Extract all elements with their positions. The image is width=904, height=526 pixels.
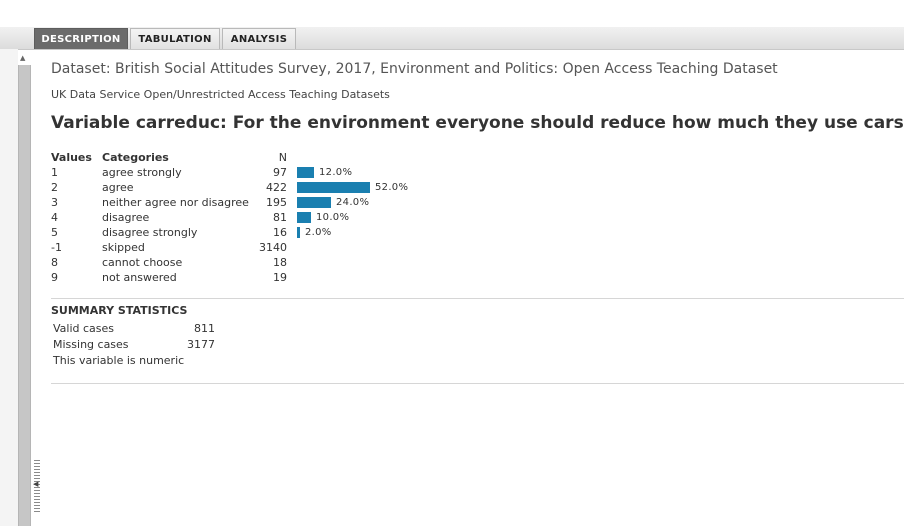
percentage-label: 24.0% xyxy=(336,197,370,208)
missing-cases-label: Missing cases xyxy=(53,338,129,351)
category-value: 1 xyxy=(51,166,58,179)
category-label: agree xyxy=(102,181,134,194)
scroll-up-arrow-icon[interactable]: ▲ xyxy=(20,54,26,62)
category-label: disagree strongly xyxy=(102,226,198,239)
category-count: 422 xyxy=(266,181,287,194)
category-label: disagree xyxy=(102,211,150,224)
divider xyxy=(51,298,904,299)
splitter-grip-icon[interactable] xyxy=(34,460,40,512)
percentage-bar xyxy=(297,182,370,193)
values-header: Values xyxy=(51,151,92,164)
tab-description[interactable]: DESCRIPTION xyxy=(34,28,128,49)
percentage-bar xyxy=(297,212,311,223)
dataset-title: Dataset: British Social Attitudes Survey… xyxy=(51,61,778,77)
variable-type-note: This variable is numeric xyxy=(53,354,185,367)
percentage-bar xyxy=(297,227,300,238)
variable-title: Variable carreduc: For the environment e… xyxy=(51,113,904,133)
category-label: cannot choose xyxy=(102,256,183,269)
percentage-label: 52.0% xyxy=(375,182,409,193)
category-label: not answered xyxy=(102,271,177,284)
tab-analysis[interactable]: ANALYSIS xyxy=(222,28,296,49)
source-collection: UK Data Service Open/Unrestricted Access… xyxy=(51,88,390,101)
n-header: N xyxy=(278,151,287,164)
category-value: -1 xyxy=(51,241,62,254)
category-count: 81 xyxy=(273,211,287,224)
collapse-left-arrow-icon[interactable]: ◀ xyxy=(33,480,39,488)
tab-bar: DESCRIPTION TABULATION ANALYSIS xyxy=(0,27,904,50)
left-panel-scrollbar[interactable] xyxy=(18,65,31,526)
percentage-bar xyxy=(297,167,314,178)
category-value: 3 xyxy=(51,196,58,209)
category-value: 9 xyxy=(51,271,58,284)
category-count: 16 xyxy=(273,226,287,239)
tab-tabulation[interactable]: TABULATION xyxy=(130,28,220,49)
category-value: 5 xyxy=(51,226,58,239)
percentage-label: 2.0% xyxy=(305,227,332,238)
category-value: 4 xyxy=(51,211,58,224)
valid-cases-value: 811 xyxy=(194,322,215,335)
category-count: 18 xyxy=(273,256,287,269)
percentage-label: 10.0% xyxy=(316,212,350,223)
percentage-bar xyxy=(297,197,331,208)
category-label: skipped xyxy=(102,241,145,254)
category-count: 3140 xyxy=(259,241,287,254)
categories-header: Categories xyxy=(102,151,169,164)
missing-cases-value: 3177 xyxy=(187,338,215,351)
category-label: neither agree nor disagree xyxy=(102,196,249,209)
category-count: 19 xyxy=(273,271,287,284)
left-panel-gutter xyxy=(0,49,18,526)
category-label: agree strongly xyxy=(102,166,182,179)
category-count: 97 xyxy=(273,166,287,179)
category-value: 2 xyxy=(51,181,58,194)
valid-cases-label: Valid cases xyxy=(53,322,115,335)
category-value: 8 xyxy=(51,256,58,269)
percentage-label: 12.0% xyxy=(319,167,353,178)
category-count: 195 xyxy=(266,196,287,209)
divider xyxy=(51,383,904,384)
summary-title: SUMMARY STATISTICS xyxy=(51,304,188,317)
